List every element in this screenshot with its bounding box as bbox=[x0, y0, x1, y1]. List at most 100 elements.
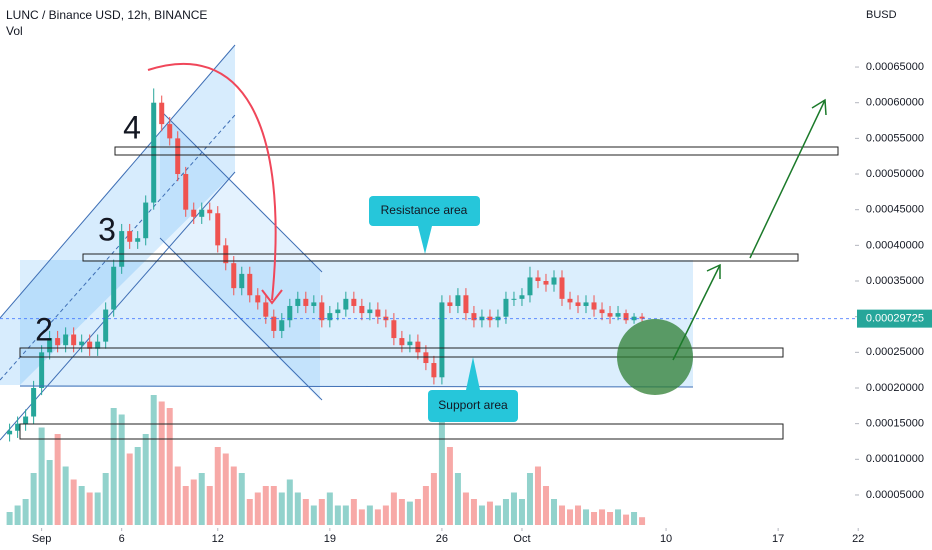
volume-bar bbox=[446, 447, 453, 525]
candle-body bbox=[167, 124, 173, 139]
volume-bar bbox=[158, 401, 165, 525]
candle-body bbox=[439, 302, 445, 378]
volume-bar bbox=[150, 395, 157, 525]
candle-body bbox=[503, 298, 509, 317]
volume-bar bbox=[78, 486, 85, 525]
candle-body bbox=[407, 341, 413, 346]
candle-body bbox=[7, 430, 13, 435]
callout-pointer bbox=[418, 226, 432, 254]
candle-body bbox=[135, 238, 141, 242]
candle-body bbox=[199, 209, 205, 217]
candle-body bbox=[71, 334, 77, 346]
volume-bar bbox=[190, 479, 197, 525]
last-price-tag bbox=[857, 309, 932, 328]
callout-pointer bbox=[466, 357, 480, 390]
candle-body bbox=[63, 334, 69, 346]
candle-body bbox=[39, 352, 45, 388]
y-tick-label: 0.00045000 bbox=[866, 204, 924, 216]
candle-body bbox=[335, 309, 341, 314]
candle-body bbox=[95, 341, 101, 349]
volume-bar bbox=[254, 492, 261, 525]
volume-bar bbox=[206, 486, 213, 525]
candle-body bbox=[159, 102, 165, 125]
x-tick-label: 10 bbox=[660, 533, 672, 545]
candle-body bbox=[415, 341, 421, 353]
candle-body bbox=[631, 316, 637, 321]
callout-text: Support area bbox=[438, 398, 508, 412]
volume-bar bbox=[278, 492, 285, 525]
volume-bar bbox=[334, 505, 341, 525]
candle-body bbox=[599, 309, 605, 314]
series bbox=[0, 88, 855, 525]
volume-bar bbox=[358, 509, 365, 525]
volume-bar bbox=[366, 505, 373, 525]
y-tick-label: 0.00020000 bbox=[866, 382, 924, 394]
volume-bar bbox=[166, 408, 173, 525]
candle-body bbox=[231, 263, 237, 289]
channel-mid bbox=[0, 114, 236, 381]
candle-body bbox=[311, 302, 317, 306]
volume-bar bbox=[558, 505, 565, 525]
candle-body bbox=[527, 277, 533, 296]
volume-bar bbox=[639, 517, 646, 525]
candle-body bbox=[495, 316, 501, 321]
candle-body bbox=[607, 313, 613, 317]
wave-label: 4 bbox=[123, 109, 141, 145]
range-edge bbox=[19, 385, 694, 388]
candle-body bbox=[55, 338, 61, 346]
candle-body bbox=[31, 387, 37, 417]
volume-bar bbox=[390, 492, 397, 525]
y-tick-label: 0.00005000 bbox=[866, 489, 924, 501]
volume-bar bbox=[310, 505, 317, 525]
candle-body bbox=[111, 266, 117, 310]
x-tick-label: 17 bbox=[772, 533, 784, 545]
volume-bar bbox=[302, 499, 309, 525]
x-tick-label: Oct bbox=[513, 533, 530, 545]
volume-bar bbox=[342, 505, 349, 525]
y-tick-label: 0.00060000 bbox=[866, 97, 924, 109]
volume-bar bbox=[222, 453, 229, 525]
volume-bar bbox=[22, 499, 29, 525]
volume-bar bbox=[607, 512, 614, 525]
volume-bar bbox=[414, 499, 421, 525]
candle-body bbox=[271, 316, 277, 331]
candle-body bbox=[575, 302, 581, 306]
chart-title: LUNC / Binance USD, 12h, BINANCE bbox=[6, 8, 207, 22]
volume-bar bbox=[294, 492, 301, 525]
candle-body bbox=[151, 102, 157, 203]
candle-body bbox=[623, 313, 629, 321]
volume-bar bbox=[462, 492, 469, 525]
volume-bar bbox=[318, 499, 325, 525]
rising-channel bbox=[0, 45, 235, 385]
volume-bar bbox=[486, 501, 493, 525]
volume-bar bbox=[470, 499, 477, 525]
candle-body bbox=[487, 316, 493, 321]
volume-bar bbox=[502, 499, 509, 525]
volume-bar bbox=[406, 501, 413, 525]
candle-body bbox=[119, 231, 125, 267]
candle-body bbox=[15, 423, 21, 431]
candle-body bbox=[519, 295, 525, 299]
volume-bar bbox=[478, 505, 485, 525]
target-circle bbox=[617, 319, 693, 395]
volume-bar bbox=[134, 447, 141, 525]
candle-body bbox=[351, 298, 357, 306]
candle-body bbox=[375, 309, 381, 317]
candle-body bbox=[463, 295, 469, 314]
volume-bar bbox=[583, 509, 590, 525]
volume-bar bbox=[110, 408, 117, 525]
volume-bar bbox=[567, 509, 573, 525]
volume-bar bbox=[430, 473, 437, 525]
green-arrow-head bbox=[811, 98, 827, 116]
y-tick-label: 0.00010000 bbox=[866, 453, 924, 465]
y-tick-label: 0.00035000 bbox=[866, 275, 924, 287]
candle-body bbox=[567, 298, 573, 303]
candle-body bbox=[535, 277, 541, 282]
volume-bar bbox=[575, 505, 582, 525]
candle-body bbox=[471, 313, 477, 321]
y-tick-label: 0.00025000 bbox=[866, 346, 924, 358]
volume-bar bbox=[326, 492, 333, 525]
volume-bar bbox=[14, 505, 21, 525]
x-tick-label: 19 bbox=[324, 533, 336, 545]
